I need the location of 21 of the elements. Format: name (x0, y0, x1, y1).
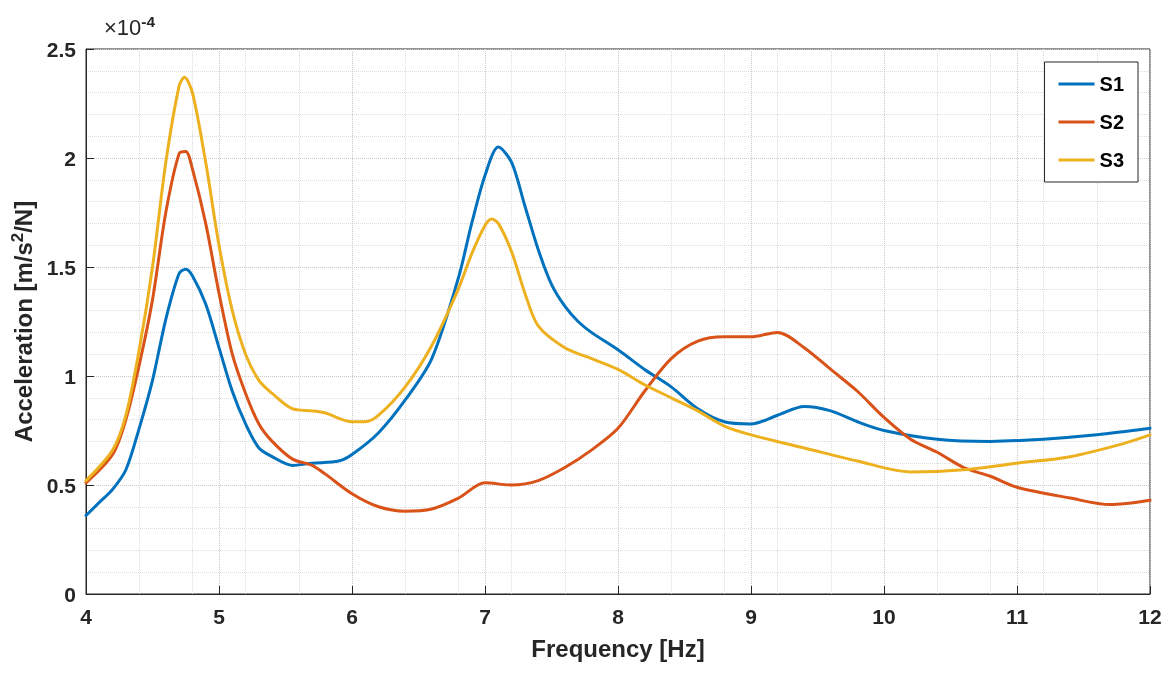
x-axis-title: Frequency [Hz] (531, 634, 705, 662)
y-tick-label: 1 (64, 364, 77, 388)
y-tick-label: 1.5 (46, 255, 77, 279)
legend-label: S1 (1099, 73, 1125, 95)
x-tick-label: 7 (479, 605, 491, 628)
x-tick-label: 12 (1138, 605, 1162, 628)
x-tick-label: 4 (80, 605, 93, 628)
x-tick-label: 5 (213, 605, 226, 628)
x-tick-label: 9 (745, 605, 757, 628)
y-tick-label: 0.5 (46, 473, 77, 497)
x-tick-label: 10 (872, 605, 896, 628)
y-tick-label: 0 (64, 582, 76, 606)
x-tick-label: 11 (1005, 605, 1029, 628)
y-tick-label: 2 (64, 146, 76, 170)
legend-label: S3 (1099, 149, 1125, 171)
y-axis-title: Acceleration [m/s2/N] (8, 200, 38, 443)
legend-label: S2 (1099, 111, 1125, 133)
line-series (84, 75, 1152, 483)
x-tick-label: 6 (346, 605, 358, 628)
y-tick-label: 2.5 (46, 37, 77, 61)
x-tick-label: 8 (612, 605, 625, 628)
